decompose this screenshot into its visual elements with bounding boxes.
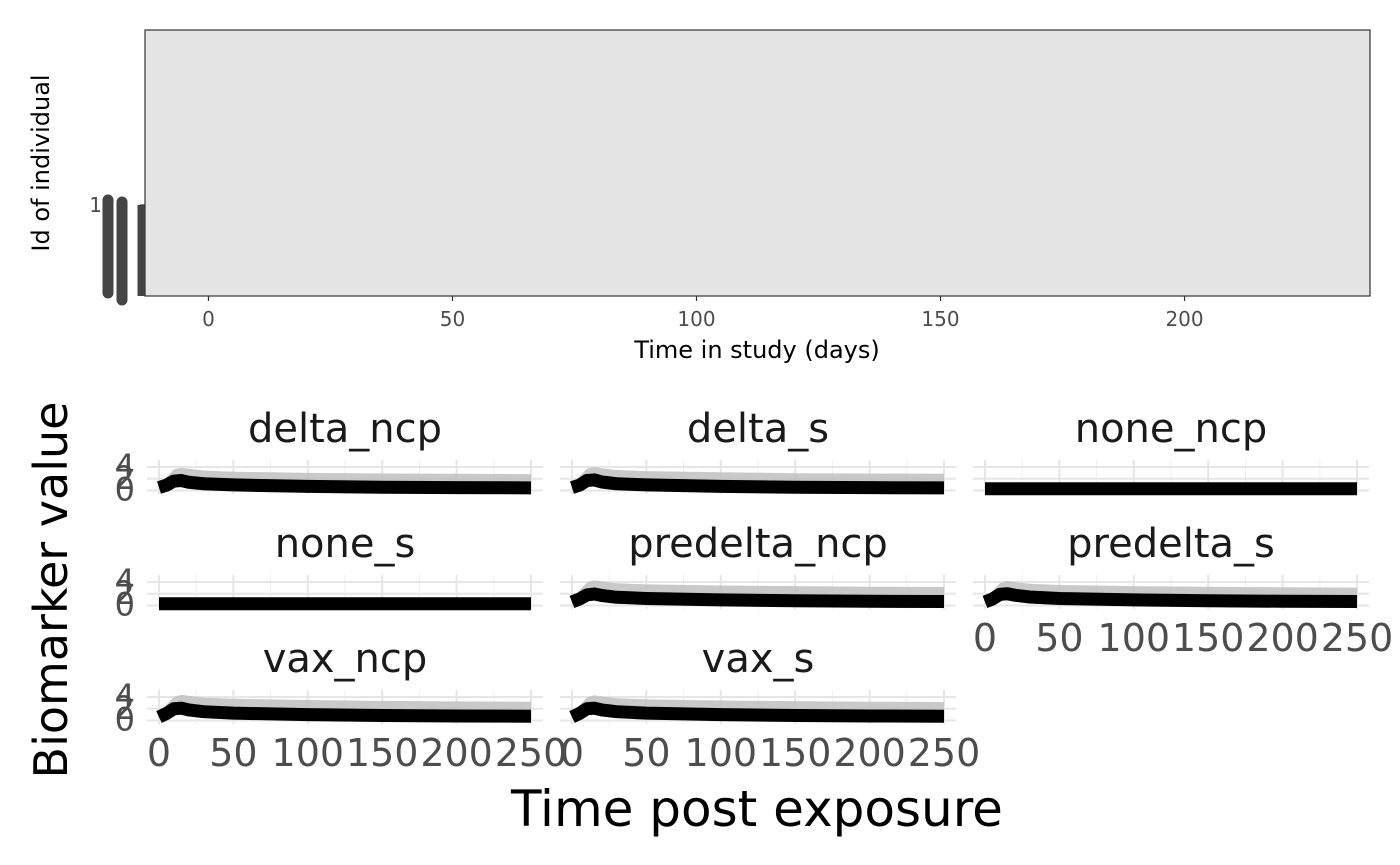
facet-panel: predelta_ncp [560, 521, 956, 609]
facet-panel: predelta_s 0 50 100 150 200 250 [973, 521, 1393, 660]
top-x-tick-label: 200 [1165, 307, 1203, 331]
facet-strip-label: vax_s [702, 636, 815, 682]
top-x-tick-label: 100 [677, 307, 715, 331]
top-x-tick-label: 150 [921, 307, 959, 331]
facet-panel: delta_s [560, 406, 956, 495]
facet-x-tick-label: 0 [147, 731, 171, 775]
facet-strip-label: predelta_s [1067, 521, 1275, 567]
top-panel: 0 50 100 150 200 1 Time in study (days) Id o… [27, 29, 1371, 364]
facet-median-line [569, 587, 945, 609]
facet-median-line [156, 701, 532, 723]
facet-x-tick-label: 150 [346, 731, 419, 775]
bottom-y-axis-title: Biomarker value [24, 402, 78, 779]
facet-strip-label: delta_ncp [248, 406, 442, 452]
top-y-axis: 1 [89, 193, 145, 217]
facet-panel: none_ncp [973, 406, 1369, 496]
facet-y-tick-label: 4 [115, 447, 135, 485]
facet-y-tick-label: 0 [115, 585, 135, 623]
facet-median-line [157, 474, 532, 495]
facet-y-tick-label: 2 [115, 574, 135, 612]
facet-strip-label: predelta_ncp [628, 521, 888, 567]
top-x-tick-label: 0 [202, 307, 215, 331]
facet-strip-label: none_s [275, 521, 416, 567]
top-panel-marks [102, 194, 145, 306]
top-x-axis-title: Time in study (days) [633, 336, 879, 364]
facet-x-tick-label: 200 [420, 731, 493, 775]
facet-y-tick-label: 2 [115, 689, 135, 727]
top-panel-background [144, 29, 1371, 297]
facet-x-tick-label: 0 [973, 616, 997, 660]
facet-x-tick-label: 50 [209, 731, 257, 775]
facet-median-line [569, 701, 945, 723]
top-y-tick-label: 1 [89, 193, 102, 217]
bottom-x-axis-title: Time post exposure [510, 780, 1003, 838]
facet-x-tick-label: 200 [1246, 616, 1319, 660]
facet-y-tick-label: 2 [115, 459, 135, 497]
facet-y-tick-label: 0 [115, 700, 135, 738]
facet-y-tick-label: 0 [115, 470, 135, 508]
facet-x-tick-label: 100 [272, 731, 345, 775]
top-x-axis: 0 50 100 150 200 [202, 296, 1204, 331]
facet-x-tick-label: 100 [685, 731, 758, 775]
facet-x-tick-label: 150 [759, 731, 832, 775]
facet-x-tick-label: 150 [1172, 616, 1245, 660]
facet-x-tick-label: 250 [1321, 616, 1394, 660]
facet-x-tick-label: 100 [1098, 616, 1171, 660]
facet-median-line [982, 587, 1358, 609]
facet-panel: vax_s 0 50 100 150 200 250 [560, 636, 980, 775]
facet-y-tick-label: 4 [115, 562, 135, 600]
facet-x-tick-label: 250 [908, 731, 981, 775]
facet-y-tick-label: 4 [115, 677, 135, 715]
facet-x-tick-label: 250 [495, 731, 568, 775]
facet-median-line [570, 473, 945, 495]
facet-panel: none_s 024 [115, 521, 543, 623]
facet-strip-label: vax_ncp [263, 636, 428, 682]
facet-strip-label: none_ncp [1075, 406, 1268, 452]
top-y-axis-title: Id of individual [27, 74, 55, 251]
facet-strip-label: delta_s [687, 406, 829, 452]
facet-x-tick-label: 0 [560, 731, 584, 775]
top-x-tick-label: 50 [440, 307, 465, 331]
facet-x-tick-label: 50 [622, 731, 670, 775]
facet-panel: delta_ncp 024 [115, 406, 543, 508]
facet-x-tick-label: 50 [1035, 616, 1083, 660]
facet-x-tick-label: 200 [833, 731, 906, 775]
